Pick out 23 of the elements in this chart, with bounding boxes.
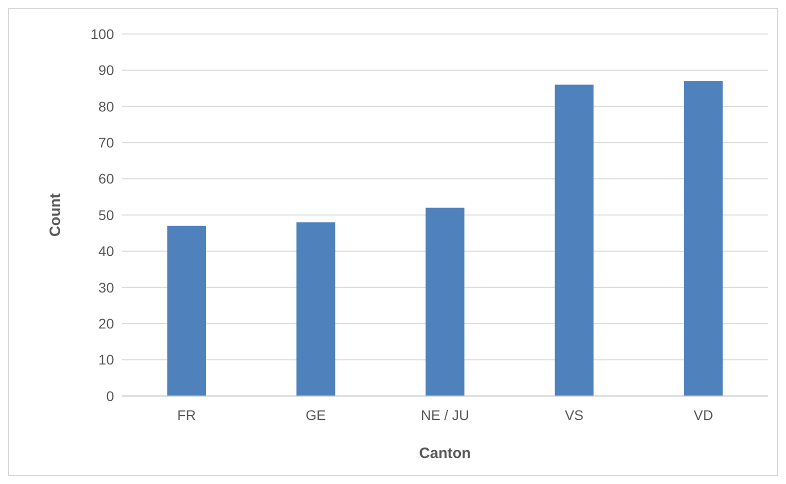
- y-tick-label: 30: [98, 279, 114, 296]
- bar: [296, 222, 336, 396]
- y-tick-label: 90: [98, 62, 114, 78]
- x-tick-label: VS: [564, 407, 584, 423]
- y-tick-label: 50: [98, 206, 114, 223]
- x-tick-label: NE / JU: [420, 407, 470, 423]
- x-tick-label: FR: [177, 407, 196, 423]
- x-tick-label: GE: [306, 407, 326, 423]
- y-axis-title: Count: [47, 193, 64, 237]
- y-tick-label: 0: [106, 388, 114, 404]
- y-tick-label: 60: [98, 170, 114, 187]
- bar: [554, 84, 594, 396]
- y-tick-label: 80: [98, 98, 114, 114]
- y-tick-label: 100: [90, 26, 114, 42]
- y-tick-label: 70: [98, 134, 114, 150]
- y-tick-label: 10: [98, 352, 114, 368]
- y-tick-label: 40: [98, 243, 114, 260]
- y-tick-label: 20: [98, 316, 114, 332]
- bar: [167, 226, 206, 396]
- x-tick-label: VD: [694, 407, 714, 423]
- x-axis-title: Canton: [419, 445, 471, 462]
- bar: [426, 208, 464, 396]
- bar: [684, 81, 723, 396]
